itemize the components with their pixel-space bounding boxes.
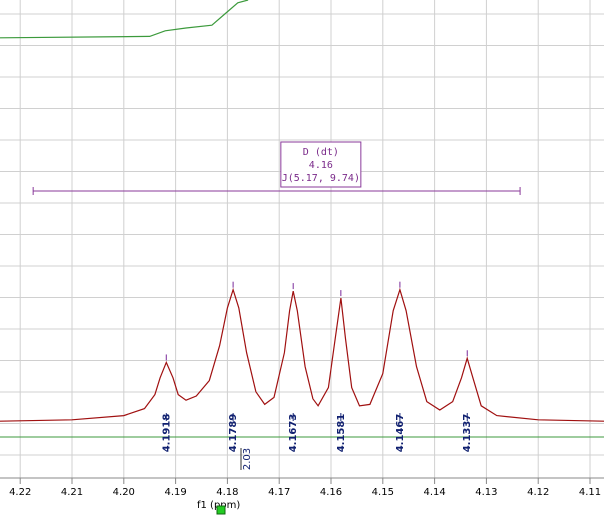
series-line	[0, 0, 249, 39]
peak-label: 4.1918	[161, 414, 172, 453]
x-tick-label: 4.14	[423, 487, 445, 498]
series-line	[0, 287, 604, 422]
multiplet-box	[280, 141, 362, 188]
peak-label: 4.1581	[336, 414, 347, 453]
integral-label: 2.03	[242, 448, 253, 470]
axis-handle[interactable]	[216, 505, 226, 515]
x-tick-label: 4.11	[579, 487, 601, 498]
x-tick-label: 4.18	[216, 487, 238, 498]
x-tick-label: 4.15	[372, 487, 394, 498]
x-tick-label: 4.22	[9, 487, 31, 498]
peak-label: 4.1337	[462, 414, 473, 453]
x-tick-label: 4.17	[268, 487, 290, 498]
x-tick-label: 4.19	[164, 487, 186, 498]
x-tick-label: 4.16	[320, 487, 342, 498]
x-tick-label: 4.20	[113, 487, 135, 498]
peak-label: 4.1673	[288, 414, 299, 453]
peak-label: 4.1789	[228, 414, 239, 453]
multiplet-text: D (dt)	[303, 147, 339, 158]
peak-label: 4.1467	[395, 414, 406, 453]
multiplet-text: J(5.17, 9.74)	[282, 173, 360, 184]
x-tick-label: 4.13	[475, 487, 497, 498]
x-tick-label: 4.12	[527, 487, 549, 498]
x-tick-label: 4.21	[61, 487, 83, 498]
multiplet-text: 4.16	[309, 160, 333, 171]
